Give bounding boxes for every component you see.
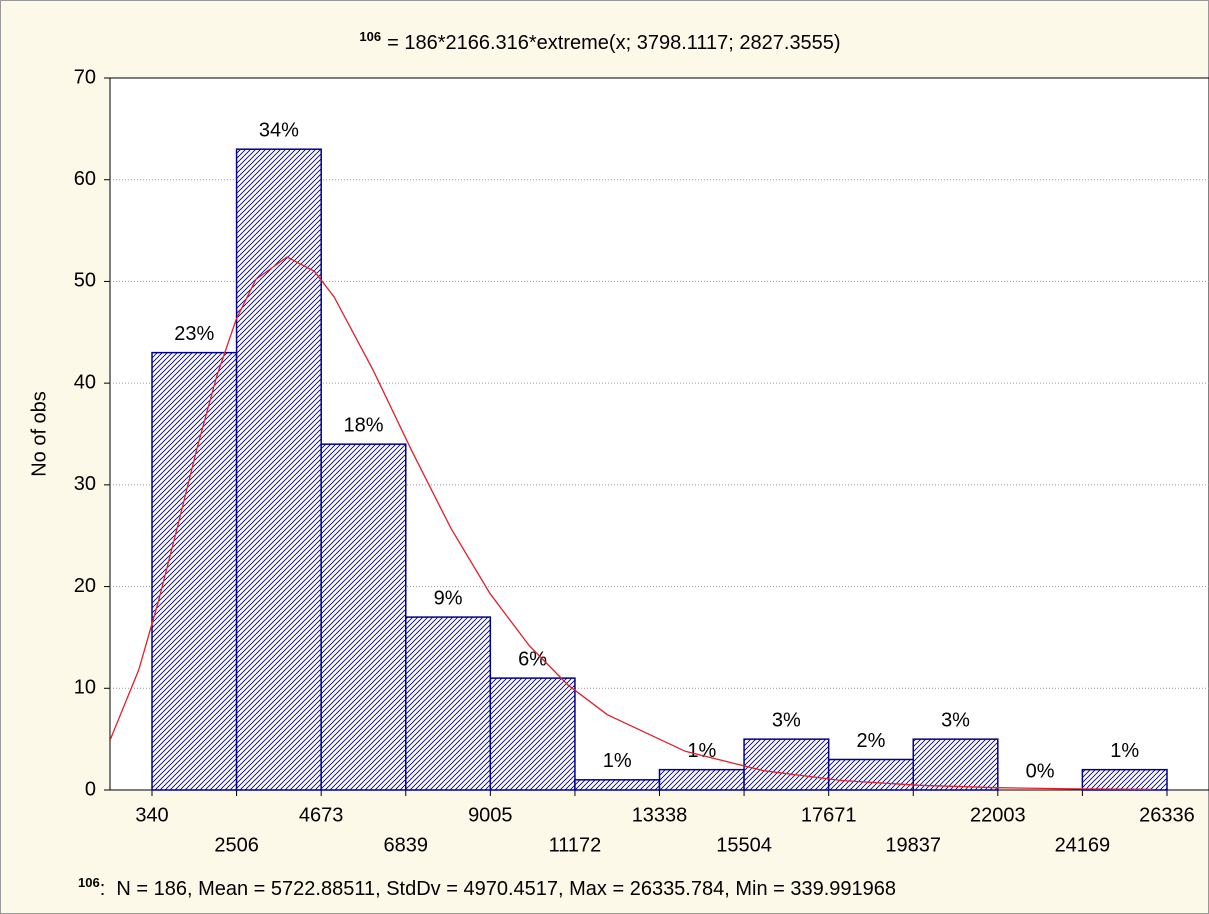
y-tick-label: 20 [74,575,96,597]
title-text: = 186*2166.316*extreme(x; 3798.1117; 282… [387,32,841,54]
footnote-text: : N = 186, Mean = 5722.88511, StdDv = 49… [100,878,896,900]
bar-label: 6% [518,648,547,670]
x-tick-label: 6839 [384,834,429,856]
fit-curve [110,256,1154,790]
x-tick-label: 17671 [801,804,857,826]
y-tick-label: 10 [74,677,96,699]
bar [574,779,661,791]
bar-label: 1% [687,740,716,762]
bar-label: 1% [1110,740,1139,762]
x-tick-label: 11172 [549,834,602,856]
x-tick-label: 26336 [1139,804,1195,826]
bar-label: 18% [343,414,383,436]
x-tick-label: 19837 [885,834,941,856]
y-tick-label: 30 [74,473,96,495]
y-tick-label: 50 [74,270,96,292]
bar-label: 34% [259,119,299,141]
y-tick-label: 40 [74,371,96,393]
bar-label: 3% [772,709,801,731]
bar-label: 2% [857,730,886,752]
bar [912,738,999,791]
bar-label: 9% [434,587,463,609]
bar-label: 23% [174,323,214,345]
x-tick-label: 15504 [716,834,772,856]
footnote: 106: N = 186, Mean = 5722.88511, StdDv =… [78,875,896,900]
bar [743,738,830,791]
bar [320,443,407,791]
bar [827,758,914,791]
footnote-sup: 106 [78,875,100,890]
x-tick-label: 13338 [632,804,688,826]
x-tick-label: 22003 [970,804,1026,826]
x-tick-label: 24169 [1055,834,1111,856]
bar-label: 3% [941,709,970,731]
chart-title: 106 = 186*2166.316*extreme(x; 3798.1117; … [359,29,840,54]
y-tick-label: 70 [74,66,96,88]
bar-label: 1% [603,750,632,772]
x-tick-label: 2506 [214,834,259,856]
y-tick-label: 0 [85,778,96,800]
bar-label: 0% [1026,760,1055,782]
bar [235,148,322,791]
y-tick-label: 60 [74,168,96,190]
x-tick-label: 340 [135,804,168,826]
y-axis-label: No of obs [28,391,50,477]
x-tick-label: 9005 [468,804,513,826]
x-tick-label: 4673 [299,804,344,826]
bar [1081,768,1168,791]
bar [658,768,745,791]
bar [405,616,492,791]
bar [489,677,576,791]
bar [151,351,238,791]
title-sup: 106 [359,29,381,44]
